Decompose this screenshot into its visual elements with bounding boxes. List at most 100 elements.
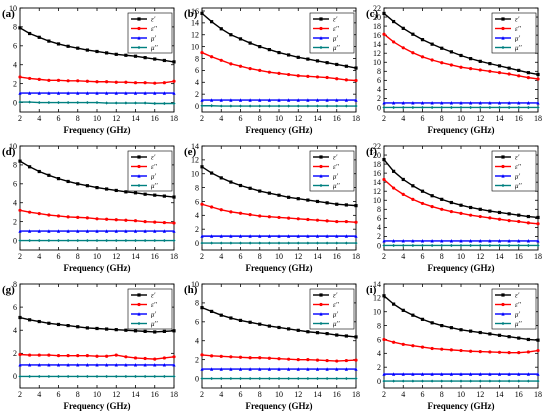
data-point: [95, 91, 99, 95]
data-point: [47, 91, 51, 95]
series-triangle: [18, 362, 176, 367]
data-point: [401, 239, 405, 243]
data-point: [411, 344, 415, 348]
data-point: [420, 243, 425, 248]
data-point: [267, 367, 271, 371]
data-point: [469, 66, 473, 71]
chart-panel: 2 4 6 8 10 12 14 16 180246810121416ε'ε''μ'μ''(b)…: [184, 7, 360, 135]
legend-label: ε': [515, 292, 520, 300]
data-point: [469, 239, 473, 243]
data-point: [47, 374, 51, 379]
data-point: [56, 322, 61, 327]
series-circle: [382, 177, 540, 226]
data-point: [277, 367, 281, 371]
series-line: [201, 203, 357, 223]
data-point: [354, 376, 358, 381]
data-point: [517, 379, 521, 383]
data-point: [382, 177, 386, 182]
data-point: [382, 101, 386, 105]
data-point: [354, 204, 358, 208]
data-point: [335, 333, 339, 337]
data-point: [382, 239, 386, 243]
data-point: [248, 213, 252, 217]
series-diamond: [382, 243, 540, 248]
y-tick-label: 2: [377, 232, 381, 241]
data-point: [411, 372, 415, 376]
data-point: [76, 354, 80, 358]
data-point: [238, 241, 243, 245]
data-point: [517, 105, 521, 110]
data-point: [315, 218, 320, 222]
x-tick-label: 4: [401, 252, 405, 261]
series-square: [18, 26, 176, 64]
data-point: [114, 238, 118, 243]
data-point: [488, 379, 492, 383]
panel-label: (b): [184, 8, 198, 20]
data-point: [354, 220, 358, 224]
data-point: [325, 376, 329, 381]
data-point: [478, 243, 482, 248]
data-point: [105, 374, 109, 379]
y-tick-label: 4: [13, 199, 17, 208]
legend-marker: [501, 17, 505, 21]
data-point: [354, 98, 358, 102]
x-tick-label: 6: [421, 114, 425, 123]
data-point: [392, 101, 396, 105]
data-point: [287, 376, 291, 381]
data-point: [459, 65, 463, 69]
data-point: [325, 75, 329, 80]
y-tick-label: 14: [191, 142, 199, 151]
chart-panel: 2 4 6 8 10 12 14 16 180246810121416182022ε'ε''μ'…: [366, 4, 542, 135]
data-point: [172, 238, 176, 243]
data-point: [37, 91, 41, 95]
x-tick-label: 12: [294, 390, 302, 399]
x-tick-label: 2: [382, 390, 386, 399]
x-tick-label: 12: [294, 252, 302, 261]
data-point: [114, 229, 118, 233]
y-tick-label: 2: [195, 90, 199, 99]
data-point: [28, 100, 32, 104]
x-axis-label: Frequency (GHz): [245, 263, 312, 273]
data-point: [133, 191, 138, 195]
data-point: [267, 98, 271, 102]
data-point: [497, 71, 502, 75]
data-point: [536, 222, 540, 226]
data-point: [287, 195, 291, 199]
data-point: [219, 367, 223, 371]
x-tick-label: 10: [275, 114, 283, 123]
data-point: [392, 40, 396, 44]
y-tick-label: 2: [377, 94, 381, 103]
data-point: [526, 243, 530, 248]
data-point: [430, 194, 434, 198]
data-point: [47, 213, 51, 217]
data-point: [296, 197, 300, 201]
data-point: [401, 308, 405, 312]
data-point: [124, 238, 128, 243]
data-point: [440, 46, 444, 50]
data-point: [517, 213, 521, 217]
data-point: [143, 356, 147, 361]
data-point: [124, 374, 128, 379]
data-point: [37, 169, 41, 174]
data-point: [210, 234, 214, 238]
data-point: [76, 100, 80, 105]
data-point: [507, 351, 511, 355]
data-point: [124, 229, 128, 233]
data-point: [162, 238, 166, 243]
legend-label: μ': [333, 311, 339, 319]
data-point: [172, 79, 176, 83]
data-point: [219, 98, 223, 102]
data-point: [449, 379, 453, 383]
panel-label: (d): [2, 146, 16, 158]
data-point: [469, 57, 473, 61]
data-point: [219, 313, 223, 317]
data-point: [162, 91, 166, 95]
y-tick-label: 18: [373, 22, 381, 31]
data-point: [28, 318, 32, 322]
data-point: [430, 243, 434, 248]
data-point: [143, 56, 147, 60]
y-tick-label: 0: [13, 372, 17, 381]
data-point: [526, 239, 530, 243]
legend-marker: [319, 174, 323, 178]
data-point: [66, 215, 70, 219]
